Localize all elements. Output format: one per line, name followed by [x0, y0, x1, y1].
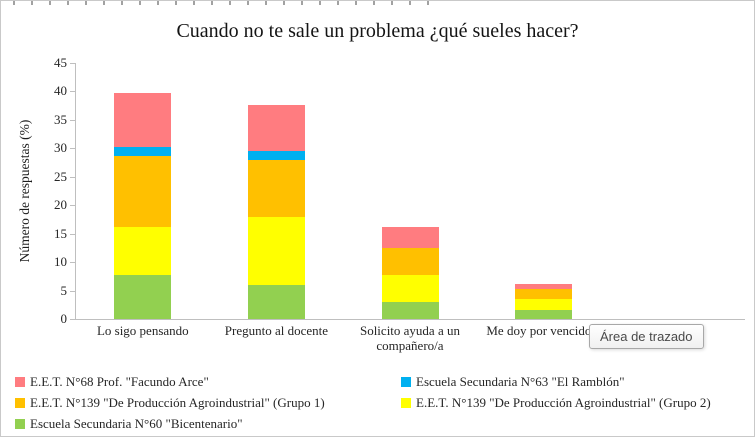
- bar-segment[interactable]: [114, 147, 172, 156]
- legend-color-swatch: [15, 419, 25, 429]
- y-tick-label: 5: [60, 282, 68, 298]
- y-tick-mark: [70, 233, 75, 235]
- y-tick-mark: [70, 319, 75, 320]
- legend-item-label: E.E.T. N°139 "De Producción Agroindustri…: [30, 395, 325, 410]
- y-tick-label: 30: [54, 140, 67, 156]
- legend-item-label: E.E.T. N°68 Prof. "Facundo Arce": [30, 374, 209, 389]
- y-axis-line: [75, 63, 76, 320]
- bar-segment[interactable]: [247, 104, 305, 152]
- bar-segment[interactable]: [114, 227, 172, 276]
- y-tick-mark: [70, 290, 75, 292]
- bar-segment[interactable]: [515, 310, 573, 319]
- bar-segment[interactable]: [247, 216, 305, 285]
- x-axis-category-label: Lo sigo pensando: [96, 323, 189, 338]
- y-tick-mark: [70, 176, 75, 178]
- x-axis-line: [76, 319, 745, 320]
- bar-segment[interactable]: [247, 151, 305, 160]
- legend-item-label: Escuela Secundaria N°60 "Bicentenario": [30, 416, 243, 431]
- legend-item-label: E.E.T. N°139 "De Producción Agroindustri…: [416, 395, 711, 410]
- x-axis-category-label: Me doy por vencido/a: [486, 323, 601, 338]
- y-tick-label: 40: [54, 83, 67, 99]
- bar-segment[interactable]: [381, 274, 439, 302]
- legend-item[interactable]: E.E.T. N°68 Prof. "Facundo Arce": [15, 373, 401, 391]
- cropped-text-remnant: [13, 1, 443, 5]
- y-tick-mark: [70, 91, 75, 93]
- y-tick-mark: [70, 148, 75, 150]
- legend-color-swatch: [15, 398, 25, 408]
- y-tick-label: 35: [54, 111, 67, 127]
- bar-segment[interactable]: [515, 289, 573, 300]
- legend-color-swatch: [401, 377, 411, 387]
- y-tick-mark: [70, 205, 75, 207]
- bar-segment[interactable]: [247, 284, 305, 319]
- legend-color-swatch: [401, 398, 411, 408]
- y-tick-label: 0: [60, 311, 68, 326]
- y-tick-mark: [70, 262, 75, 264]
- legend-item-label: Escuela Secundaria N°63 "El Ramblón": [416, 374, 625, 389]
- legend-item[interactable]: Escuela Secundaria N°63 "El Ramblón": [401, 373, 750, 391]
- bar-segment[interactable]: [114, 93, 172, 148]
- y-tick-label: 20: [54, 197, 67, 213]
- legend-item[interactable]: E.E.T. N°139 "De Producción Agroindustri…: [15, 394, 401, 412]
- legend-color-swatch: [15, 377, 25, 387]
- bar-segment[interactable]: [247, 159, 305, 217]
- y-tick-label: 25: [54, 168, 67, 184]
- bar-segment[interactable]: [515, 284, 573, 290]
- y-tick-label: 15: [54, 225, 67, 241]
- legend-item[interactable]: E.E.T. N°139 "De Producción Agroindustri…: [401, 394, 750, 412]
- chart-title: Cuando no te sale un problema ¿qué suele…: [176, 20, 579, 42]
- bar-segment[interactable]: [381, 301, 439, 319]
- plot-area-tooltip: Área de trazado: [589, 324, 704, 349]
- y-tick-mark: [70, 119, 75, 121]
- x-axis-category-label: Solicito ayuda a un compañero/a: [359, 323, 460, 353]
- bar-segment[interactable]: [114, 155, 172, 228]
- legend-item[interactable]: Escuela Secundaria N°60 "Bicentenario": [15, 415, 401, 433]
- y-tick-label: 45: [54, 55, 67, 70]
- bar-segment[interactable]: [381, 226, 439, 248]
- bar-segment[interactable]: [381, 247, 439, 275]
- bar-segment[interactable]: [114, 275, 172, 319]
- chart-legend: E.E.T. N°68 Prof. "Facundo Arce" Escuela …: [15, 373, 750, 433]
- y-tick-mark: [70, 63, 75, 64]
- x-axis-category-label: Pregunto al docente: [224, 323, 329, 338]
- bar-segment[interactable]: [515, 299, 573, 311]
- y-tick-label: 10: [54, 254, 67, 270]
